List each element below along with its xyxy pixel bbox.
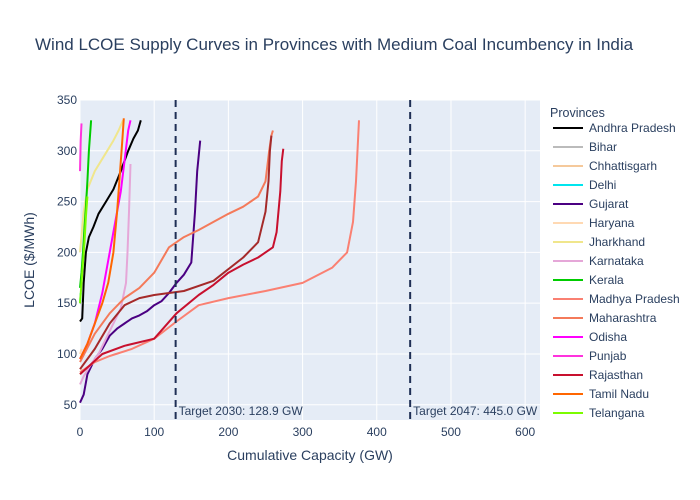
legend-item-label: Rajasthan	[589, 368, 643, 382]
x-tick-label: 600	[515, 425, 535, 439]
y-tick-label: 350	[57, 93, 77, 107]
x-tick-label: 100	[144, 425, 164, 439]
series-line-tamil-nadu	[79, 118, 125, 360]
y-tick-label: 200	[57, 245, 77, 259]
series-line-punjab	[79, 123, 83, 172]
plot-area	[80, 100, 540, 420]
legend-item-label: Jharkhand	[589, 235, 645, 249]
series-line-rajasthan	[79, 148, 285, 376]
legend-item-label: Chhattisgarh	[589, 159, 657, 173]
x-tick-label: 400	[367, 425, 387, 439]
legend-item-label: Kerala	[589, 273, 624, 287]
y-tick-label: 250	[57, 195, 77, 209]
legend-item-label: Delhi	[589, 178, 616, 192]
legend-item-label: Odisha	[589, 330, 627, 344]
series-line-karnataka	[79, 163, 132, 385]
x-axis-title: Cumulative Capacity (GW)	[227, 447, 393, 463]
target-label: Target 2030: 128.9 GW	[179, 404, 304, 418]
series-line-telangana	[79, 196, 89, 304]
series-line-haryana	[79, 348, 83, 355]
y-tick-label: 100	[57, 347, 77, 361]
legend-item-label: Punjab	[589, 349, 627, 363]
legend-item-label: Maharashtra	[589, 311, 657, 325]
chart-title: Wind LCOE Supply Curves in Provinces wit…	[35, 35, 634, 54]
series-line-andhra-pradesh	[79, 120, 142, 323]
legend-item-label: Bihar	[589, 140, 617, 154]
series-line-unlabeled	[79, 135, 273, 370]
series-line-jharkhand	[79, 119, 124, 253]
x-tick-label: 300	[293, 425, 313, 439]
target-label: Target 2047: 445.0 GW	[413, 404, 538, 418]
legend-item-label: Haryana	[589, 216, 635, 230]
y-tick-label: 50	[64, 398, 78, 412]
y-axis-ticks: 50 100 150 200 250 300 350	[57, 93, 77, 412]
legend-item-label: Gujarat	[589, 197, 629, 211]
x-tick-label: 500	[441, 425, 461, 439]
series-line-madhya-pradesh	[79, 120, 360, 374]
y-tick-label: 150	[57, 296, 77, 310]
legend: Provinces Andhra Pradesh Bihar Chhattisgar…	[550, 106, 680, 420]
legend-item-label: Tamil Nadu	[589, 387, 649, 401]
legend-item-label: Telangana	[589, 406, 645, 420]
series-layer	[79, 118, 360, 404]
y-tick-label: 300	[57, 144, 77, 158]
x-tick-label: 200	[218, 425, 238, 439]
x-axis-ticks: 0 100 200 300 400 500 600	[77, 425, 536, 439]
target-lines: Target 2030: 128.9 GW Target 2047: 445.0 …	[174, 100, 538, 420]
series-line-maharashtra	[79, 130, 274, 363]
legend-item-label: Madhya Pradesh	[589, 292, 680, 306]
legend-title: Provinces	[550, 106, 605, 120]
x-tick-label: 0	[77, 425, 84, 439]
grid	[79, 99, 540, 420]
legend-item-label: Andhra Pradesh	[589, 121, 676, 135]
y-axis-title: LCOE ($/MWh)	[21, 212, 37, 308]
legend-item-label: Karnataka	[589, 254, 644, 268]
